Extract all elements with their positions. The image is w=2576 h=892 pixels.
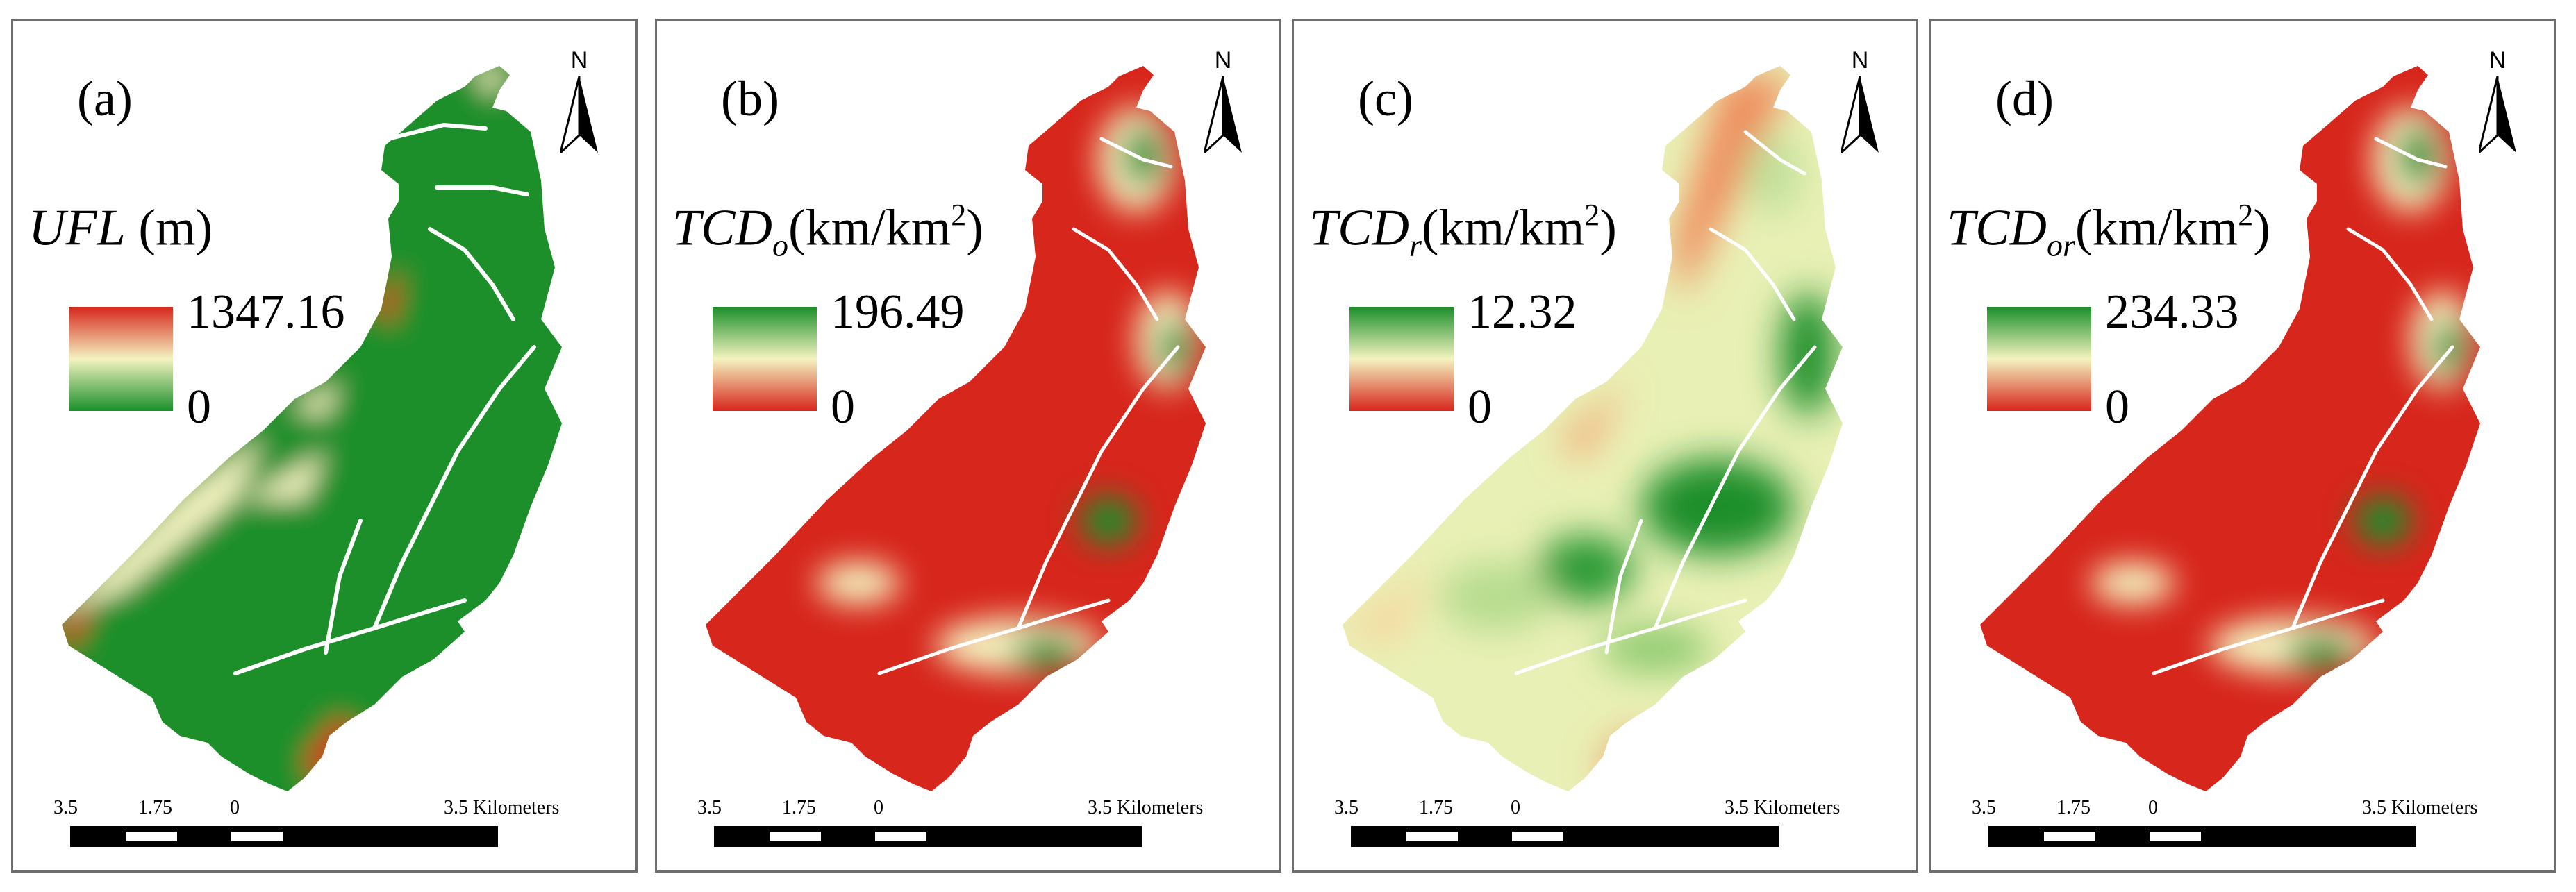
legend-max-value: 234.33 [2105,285,2239,339]
map-panel-b: (b) TCDo(km/km2) 196.49 0 N 3.5 1.75 0 3… [655,19,1281,873]
study-area [1343,66,1843,791]
north-arrow: N [2473,49,2522,160]
legend-color-ramp [1349,307,1454,411]
legend-color-ramp [713,307,817,411]
legend-title: TCDor(km/km2) [1947,200,2270,262]
map-panel-a: (a) UFL (m) 1347.16 0 N 3.5 1.75 0 3.5 K… [11,19,638,873]
unit-text: (km/km [1421,199,1585,257]
legend-min-value: 0 [2105,380,2129,434]
study-area [1980,66,2480,791]
panel-label: (a) [77,71,133,126]
legend-title: TCDr(km/km2) [1309,200,1617,262]
north-arrow-icon [1841,76,1879,153]
variable-subscript: r [1409,227,1422,263]
unit-superscript: 2 [951,198,967,232]
river-network [233,122,536,675]
variable-subscript: or [2046,227,2075,263]
north-arrow-icon [1204,76,1242,153]
panel-label: (d) [1995,71,2054,126]
variable-name: UFL [28,199,126,257]
unit-text: (km/km [788,199,952,257]
unit-close: ) [1599,199,1617,257]
north-label: N [1851,47,1869,74]
unit-superscript: 2 [2238,198,2254,232]
north-label: N [570,47,588,74]
north-label: N [2488,47,2507,74]
panel-label: (b) [721,71,779,126]
north-arrow-icon [2479,76,2516,153]
map-raster [706,66,1206,791]
study-area [62,66,562,791]
legend-title: TCDo(km/km2) [672,200,983,262]
legend-min-value: 0 [187,380,211,434]
river-network [1514,130,1817,675]
river-network [2152,137,2454,675]
legend-max-value: 196.49 [831,285,965,339]
river-network [877,137,1180,675]
north-arrow: N [1199,49,1247,160]
unit-text: (km/km [2075,199,2238,257]
legend-color-ramp [1987,307,2091,411]
north-arrow: N [1836,49,1884,160]
north-arrow: N [555,49,604,160]
legend-max-value: 12.32 [1468,285,1577,339]
panel-label: (c) [1358,71,1413,126]
map-raster [1980,66,2480,791]
variable-subscript: o [772,227,788,263]
north-label: N [1214,47,1232,74]
study-area [706,66,1206,791]
map-panel-c: (c) TCDr(km/km2) 12.32 0 N 3.5 1.75 0 3.… [1292,19,1918,873]
legend-min-value: 0 [1468,380,1492,434]
map-raster [1343,66,1843,791]
unit-close: ) [2253,199,2270,257]
legend-color-ramp [69,307,173,411]
unit-text: (m) [125,199,213,257]
unit-close: ) [966,199,983,257]
legend-max-value: 1347.16 [187,285,345,339]
north-arrow-icon [560,76,598,153]
variable-name: TCD [672,199,772,257]
map-panel-d: (d) TCDor(km/km2) 234.33 0 N 3.5 1.75 0 … [1929,19,2556,873]
legend-min-value: 0 [831,380,855,434]
map-raster [62,66,562,791]
legend-title: UFL (m) [28,200,213,262]
variable-name: TCD [1309,199,1409,257]
unit-superscript: 2 [1584,198,1600,232]
variable-name: TCD [1947,199,2047,257]
